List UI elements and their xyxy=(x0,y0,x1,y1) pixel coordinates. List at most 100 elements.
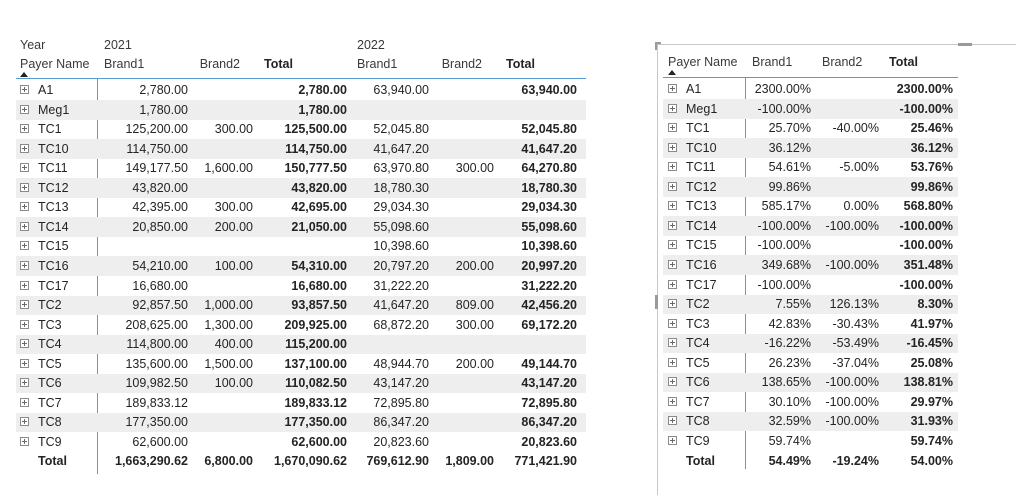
expand-icon[interactable] xyxy=(668,103,677,113)
total-2021-cell: 189,833.12 xyxy=(284,395,347,410)
brand2-2022-cell: 300.00 xyxy=(455,317,494,332)
row-stripe xyxy=(663,177,958,197)
expand-icon[interactable] xyxy=(20,221,29,231)
total-2021-cell: 21,050.00 xyxy=(291,219,347,234)
year-2021-header[interactable]: 2021 xyxy=(104,38,132,52)
row-stripe xyxy=(663,411,958,432)
total-pct-cell: -100.00% xyxy=(899,101,953,116)
col-header-total[interactable]: Total xyxy=(889,55,918,69)
brand2-2021-cell: 100.00 xyxy=(214,258,253,273)
total-2022-cell: 42,456.20 xyxy=(521,298,577,313)
expand-icon[interactable] xyxy=(668,240,677,250)
expand-icon[interactable] xyxy=(668,396,677,406)
expand-icon[interactable] xyxy=(668,201,677,211)
total-2022-cell: 49,144.70 xyxy=(521,356,577,371)
col-header-brand2-2021[interactable]: Brand2 xyxy=(199,57,240,71)
expand-icon[interactable] xyxy=(668,318,677,328)
payer-name-cell: TC14 xyxy=(38,219,69,234)
expand-icon[interactable] xyxy=(668,357,677,367)
brand1-2021-cell: 62,600.00 xyxy=(132,434,188,449)
expand-icon[interactable] xyxy=(20,182,29,192)
header-divider xyxy=(663,77,958,78)
col-header-total-2022[interactable]: Total xyxy=(506,57,535,71)
sort-ascending-icon[interactable] xyxy=(668,70,676,75)
expand-icon[interactable] xyxy=(668,181,677,191)
total-pct-cell: 2300.00% xyxy=(896,82,953,96)
corner-resize-handle-vertical[interactable] xyxy=(655,42,657,50)
total-2022-cell: 64,270.80 xyxy=(521,161,577,176)
brand1-2021-cell: 42,395.00 xyxy=(132,200,188,215)
expand-icon[interactable] xyxy=(668,220,677,230)
expand-icon[interactable] xyxy=(20,260,29,270)
brand1-pct-total: 54.49% xyxy=(768,453,811,468)
left-matrix-visual[interactable]: Year 2021 2022 Payer Name Brand1 Brand2 … xyxy=(0,0,610,495)
brand1-2021-cell: 189,833.12 xyxy=(125,395,188,410)
corner-resize-handle[interactable] xyxy=(655,42,661,44)
expand-icon[interactable] xyxy=(668,279,677,289)
year-2022-header[interactable]: 2022 xyxy=(357,38,385,52)
total-2021-total: 1,670,090.62 xyxy=(274,454,347,469)
expand-icon[interactable] xyxy=(20,124,29,134)
expand-icon[interactable] xyxy=(20,202,29,212)
col-header-brand1-2021[interactable]: Brand1 xyxy=(104,57,145,71)
payer-name-header[interactable]: Payer Name xyxy=(668,55,738,69)
payer-name-cell: TC10 xyxy=(38,141,69,156)
expand-icon[interactable] xyxy=(668,259,677,269)
col-header-brand1[interactable]: Brand1 xyxy=(752,55,793,69)
brand1-pct-cell: -100.00% xyxy=(757,101,811,116)
right-matrix-visual[interactable]: Payer Name Brand1 Brand2 Total A1 2300.00… xyxy=(655,0,1016,495)
brand1-pct-cell: -16.22% xyxy=(764,336,811,351)
side-resize-handle[interactable] xyxy=(655,295,658,309)
expand-icon[interactable] xyxy=(20,143,29,153)
col-header-brand2-2022[interactable]: Brand2 xyxy=(441,57,482,71)
brand2-pct-cell: -100.00% xyxy=(825,257,879,272)
col-header-brand2[interactable]: Brand2 xyxy=(822,55,863,69)
visual-border-left xyxy=(657,44,658,495)
payer-name-cell: TC15 xyxy=(686,238,717,253)
top-resize-handle[interactable] xyxy=(958,43,972,46)
col-header-brand1-2022[interactable]: Brand1 xyxy=(357,57,398,71)
total-2021-cell: 1,780.00 xyxy=(298,102,347,117)
row-stripe xyxy=(663,216,958,236)
expand-icon[interactable] xyxy=(20,397,29,407)
total-2022-cell: 52,045.80 xyxy=(521,122,577,137)
expand-icon[interactable] xyxy=(20,300,29,310)
sort-ascending-icon[interactable] xyxy=(20,72,28,77)
expand-icon[interactable] xyxy=(20,104,29,114)
expand-icon[interactable] xyxy=(668,142,677,152)
expand-icon[interactable] xyxy=(668,162,677,172)
brand2-2022-total: 1,809.00 xyxy=(445,454,494,469)
expand-icon[interactable] xyxy=(668,299,677,309)
payer-name-header[interactable]: Payer Name xyxy=(20,57,90,71)
expand-icon[interactable] xyxy=(20,280,29,290)
expand-icon[interactable] xyxy=(20,241,29,251)
expand-icon[interactable] xyxy=(20,436,29,446)
expand-icon[interactable] xyxy=(20,319,29,329)
row-stripe xyxy=(16,295,586,316)
total-2022-cell: 41,647.20 xyxy=(521,141,577,156)
payer-name-cell: TC14 xyxy=(686,218,717,233)
expand-icon[interactable] xyxy=(20,163,29,173)
expand-icon[interactable] xyxy=(668,84,677,93)
brand1-2021-cell: 43,820.00 xyxy=(132,180,188,195)
row-stripe xyxy=(663,99,958,119)
brand1-2021-cell: 54,210.00 xyxy=(132,258,188,273)
col-header-total-2021[interactable]: Total xyxy=(264,57,293,71)
payer-name-cell: Meg1 xyxy=(38,102,70,117)
payer-name-cell: Meg1 xyxy=(686,101,718,116)
expand-icon[interactable] xyxy=(668,416,677,426)
expand-icon[interactable] xyxy=(668,377,677,387)
expand-icon[interactable] xyxy=(20,339,29,349)
expand-icon[interactable] xyxy=(668,435,677,445)
expand-icon[interactable] xyxy=(20,358,29,368)
expand-icon[interactable] xyxy=(20,378,29,388)
total-2021-cell: 150,777.50 xyxy=(284,161,347,176)
expand-icon[interactable] xyxy=(20,417,29,427)
brand2-pct-cell: -40.00% xyxy=(832,121,879,136)
total-pct-cell: 53.76% xyxy=(910,160,953,175)
expand-icon[interactable] xyxy=(668,338,677,348)
total-2021-cell: 2,780.00 xyxy=(298,83,347,97)
expand-icon[interactable] xyxy=(20,85,29,94)
payer-name-cell: TC9 xyxy=(686,433,710,448)
expand-icon[interactable] xyxy=(668,123,677,133)
